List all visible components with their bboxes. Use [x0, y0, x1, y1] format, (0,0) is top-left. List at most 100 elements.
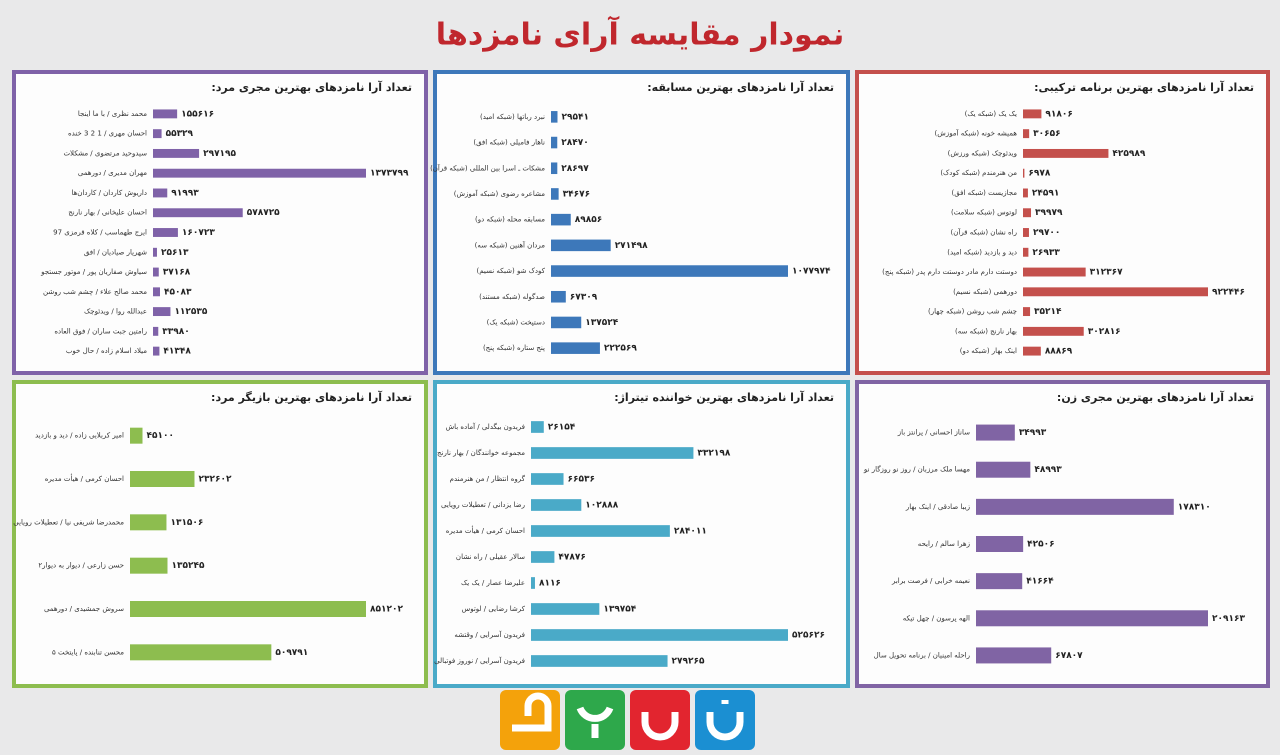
- category-label: مهسا ملک مرزبان / روز نو روزگار نو: [863, 465, 970, 474]
- category-label: علیرضا عصار / یک یک: [461, 579, 525, 587]
- category-label: ناهار فامیلی (شبکه افق): [473, 139, 545, 147]
- bar: [1023, 307, 1031, 317]
- value-label: ۲۸۴۰۱۱: [674, 527, 707, 537]
- category-label: بهار نارنج (شبکه سه): [955, 327, 1017, 335]
- value-label: ۲۰۹۱۶۳: [1212, 614, 1245, 624]
- panel-frame: [12, 380, 428, 688]
- bar: [531, 421, 544, 433]
- category-label: رضا یزدانی / تعطیلات رویایی: [441, 501, 525, 509]
- panel: تعداد آرا نامزدهای بهترین مجری مرد: محمد …: [12, 70, 428, 375]
- bar: [130, 514, 167, 531]
- value-label: ۸۸۸۶۹: [1045, 347, 1073, 357]
- panel-title: تعداد آرا نامزدهای بهترین خواننده تیتراژ…: [614, 390, 834, 404]
- value-label: ۴۷۸۷۶: [558, 553, 585, 563]
- value-label: ۱۶۰۷۲۳: [182, 228, 215, 238]
- value-label: ۲۸۴۷۰: [561, 138, 588, 148]
- panel-title: تعداد آرا نامزدهای بهترین برنامه ترکیبی:: [1034, 80, 1254, 94]
- category-label: مهران مدیری / دورهمی: [78, 169, 147, 177]
- bar: [976, 498, 1174, 515]
- value-label: ۳۴۹۹۳: [1019, 428, 1047, 438]
- value-label: ۳۰۲۸۱۶: [1088, 327, 1121, 337]
- panel-frame: [855, 70, 1270, 375]
- category-label: چشم شب روشن (شبکه چهار): [928, 308, 1017, 316]
- bar: [1023, 247, 1029, 257]
- bar: [1023, 168, 1025, 178]
- category-label: همیشه خونه (شبکه آموزش): [935, 129, 1018, 138]
- value-label: ۶۷۸۰۷: [1055, 651, 1083, 661]
- value-label: ۱۳۷۵۲۴: [585, 318, 618, 328]
- category-label: دوستت دارم مادر دوستت دارم پدر (شبکه پنج…: [882, 268, 1017, 276]
- page-title: نمودار مقایسه آرای نامزدها: [436, 16, 844, 53]
- bar: [1023, 287, 1208, 297]
- value-label: ۹۱۹۹۳: [171, 188, 199, 198]
- value-label: ۲۵۶۱۳: [161, 248, 189, 258]
- value-label: ۳۵۲۱۴: [1034, 307, 1062, 317]
- category-label: لوتوس (شبکه سلامت): [951, 209, 1017, 217]
- value-label: ۲۹۷۰۰: [1033, 228, 1060, 238]
- bar: [551, 136, 558, 149]
- bar: [531, 603, 600, 615]
- value-label: ۲۲۲۵۶۹: [604, 344, 637, 354]
- bar: [130, 471, 195, 487]
- logo-tile: [630, 690, 690, 750]
- value-label: ۸۵۱۲۰۲: [370, 605, 403, 615]
- category-label: دستپخت (شبکه یک): [487, 318, 545, 326]
- value-label: ۵۷۸۷۲۵: [247, 208, 280, 218]
- panel: تعداد آرا نامزدهای بهترین برنامه ترکیبی:…: [855, 70, 1270, 375]
- bar: [130, 557, 168, 574]
- value-label: ۴۲۵۰۶: [1027, 540, 1054, 550]
- bar: [1023, 228, 1029, 237]
- category-label: فریدون آسرایی / وقتشه: [454, 630, 525, 639]
- bar: [1023, 208, 1032, 218]
- panel-frame: [433, 70, 850, 375]
- logo-glyph: [641, 712, 679, 741]
- value-label: ۸۱۱۶: [539, 579, 561, 589]
- value-label: ۳۰۶۵۶: [1033, 129, 1060, 139]
- bar: [531, 499, 582, 511]
- category-label: اینک بهار (شبکه دو): [960, 347, 1017, 355]
- category-label: سروش جمشیدی / دورهمی: [44, 605, 124, 613]
- category-label: مردان آهنین (شبکه سه): [475, 240, 546, 249]
- value-label: ۲۹۵۴۱: [561, 112, 588, 122]
- value-label: ۹۱۸۰۶: [1045, 109, 1072, 119]
- value-label: ۴۱۶۶۴: [1026, 577, 1054, 587]
- bar: [1023, 188, 1028, 198]
- category-label: محمدرضا شریفی نیا / تعطیلات رویایی: [13, 518, 124, 526]
- category-label: دید و بازدید (شبکه امید): [947, 248, 1017, 256]
- category-label: راحله امینیان / برنامه تحویل سال: [874, 651, 970, 659]
- bar: [130, 601, 366, 617]
- bar: [153, 228, 178, 237]
- category-label: احسان کرمی / هیأت مدیره: [446, 525, 525, 535]
- category-label: ویدئوچک (شبکه ورزش): [948, 149, 1017, 157]
- bar: [976, 461, 1031, 478]
- value-label: ۹۲۲۴۴۶: [1212, 287, 1245, 297]
- category-label: محمد نظری / با ما اینجا: [78, 110, 147, 118]
- panel-frame: [855, 380, 1270, 688]
- bar: [531, 447, 694, 459]
- logo-glyph: [512, 692, 552, 732]
- category-label: نعیمه خرابی / فرصت برابر: [891, 577, 970, 585]
- value-label: ۱۰۷۷۹۷۴: [792, 267, 831, 277]
- category-label: عبدالله روا / ویدئوچک: [84, 308, 147, 316]
- bar: [130, 427, 143, 444]
- category-label: فریدون آسرایی / نوروز فوتبالی: [434, 656, 525, 665]
- value-label: ۲۳۲۶۰۲: [198, 475, 231, 485]
- bar: [153, 346, 160, 356]
- category-label: احسان علیخانی / بهار نارنج: [68, 209, 147, 217]
- value-label: ۱۰۲۸۸۸: [585, 501, 618, 511]
- value-label: ۱۳۵۲۴۵: [171, 561, 204, 571]
- bar: [551, 290, 566, 303]
- bar: [1023, 346, 1041, 356]
- category-label: ساناز احسانی / پرانتز باز: [897, 429, 970, 437]
- bar: [153, 129, 162, 139]
- logo-glyph: [706, 700, 744, 741]
- bar: [531, 473, 564, 485]
- category-label: سیاوش صفاریان پور / موتور جستجو: [40, 268, 147, 276]
- value-label: ۸۹۸۵۶: [575, 215, 602, 225]
- value-label: ۳۷۱۶۸: [163, 268, 191, 278]
- category-label: احسان کرمی / هیأت مدیره: [45, 473, 124, 483]
- bar: [153, 267, 159, 277]
- value-label: ۴۵۱۰۰: [147, 431, 174, 441]
